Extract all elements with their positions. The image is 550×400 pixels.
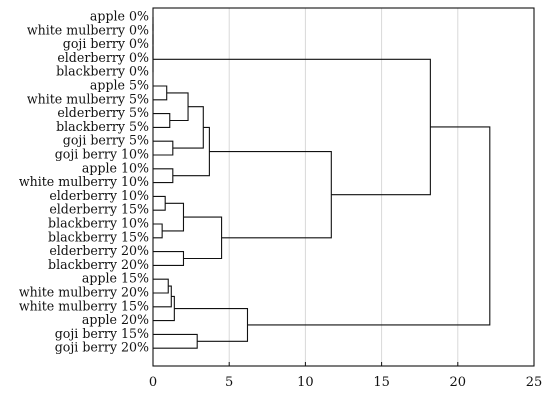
dendrogram-link-c19: [153, 278, 169, 294]
tick-label-25: 25: [526, 375, 543, 390]
leaf-label-elderberry-5pct: elderberry 5%: [57, 105, 149, 120]
x-axis-ticks: 0 5 10 15 20 25: [149, 362, 542, 390]
leaf-label-goji-berry-15pct: goji berry 15%: [55, 326, 149, 341]
tick-label-20: 20: [450, 375, 467, 390]
leaf-label-blackberry-0pct: blackberry 0%: [56, 64, 149, 79]
leaf-label-elderberry-15pct: elderberry 15%: [49, 202, 149, 217]
dendrogram-link-c5: [153, 85, 168, 101]
leaf-label-blackberry-20pct: blackberry 20%: [48, 257, 149, 272]
leaf-labels: apple 0%white mulberry 0%goji berry 0%el…: [19, 9, 149, 355]
leaf-label-white-mulberry-15pct: white mulberry 15%: [19, 298, 149, 313]
leaf-label-elderberry-20pct: elderberry 20%: [49, 243, 149, 258]
leaf-label-apple-20pct: apple 20%: [82, 312, 149, 327]
leaf-label-white-mulberry-0pct: white mulberry 0%: [27, 22, 149, 37]
dendrogram-link-c17: [209, 151, 332, 239]
leaf-label-goji-berry-0pct: goji berry 0%: [63, 36, 149, 51]
plot-frame: [152, 7, 535, 367]
leaf-label-apple-10pct: apple 10%: [82, 160, 149, 175]
tick-label-10: 10: [297, 375, 314, 390]
tick-label-0: 0: [149, 375, 157, 390]
dendrogram-link-c13: [153, 223, 163, 239]
dendrogram-link-c16: [183, 216, 223, 260]
leaf-label-goji-berry-20pct: goji berry 20%: [55, 340, 149, 355]
dendrogram-link-c10: [153, 168, 174, 184]
dendrogram-link-c23: [174, 307, 249, 342]
leaf-label-elderberry-0pct: elderberry 0%: [57, 50, 149, 65]
dendrogram-link-c12: [153, 195, 166, 211]
leaf-label-white-mulberry-10pct: white mulberry 10%: [19, 174, 149, 189]
dendrogram-links: [152, 17, 491, 349]
leaf-label-apple-15pct: apple 15%: [82, 271, 149, 286]
tick-label-5: 5: [225, 375, 233, 390]
leaf-label-goji-berry-10pct: goji berry 10%: [55, 147, 149, 162]
tick-label-15: 15: [373, 375, 390, 390]
grid-lines: [228, 8, 459, 366]
leaf-label-blackberry-10pct: blackberry 10%: [48, 216, 149, 231]
leaf-label-blackberry-5pct: blackberry 5%: [56, 119, 149, 134]
leaf-label-elderberry-10pct: elderberry 10%: [49, 188, 149, 203]
dendrogram-link-c6: [153, 113, 171, 128]
dendrogram-link-c15: [153, 251, 185, 266]
dendrogram-link-c22: [153, 333, 198, 349]
dendrogram-link-c24: [247, 126, 491, 326]
dendrogram-link-c18: [153, 58, 431, 196]
leaf-label-white-mulberry-20pct: white mulberry 20%: [19, 285, 149, 300]
dendrogram-link-c11: [172, 126, 210, 177]
dendrogram-link-c8: [153, 140, 174, 156]
leaf-label-apple-0pct: apple 0%: [90, 9, 149, 24]
leaf-label-white-mulberry-5pct: white mulberry 5%: [27, 91, 149, 106]
leaf-label-blackberry-15pct: blackberry 15%: [48, 229, 149, 244]
leaf-label-apple-5pct: apple 5%: [90, 78, 149, 93]
leaf-label-goji-berry-5pct: goji berry 5%: [63, 133, 149, 148]
